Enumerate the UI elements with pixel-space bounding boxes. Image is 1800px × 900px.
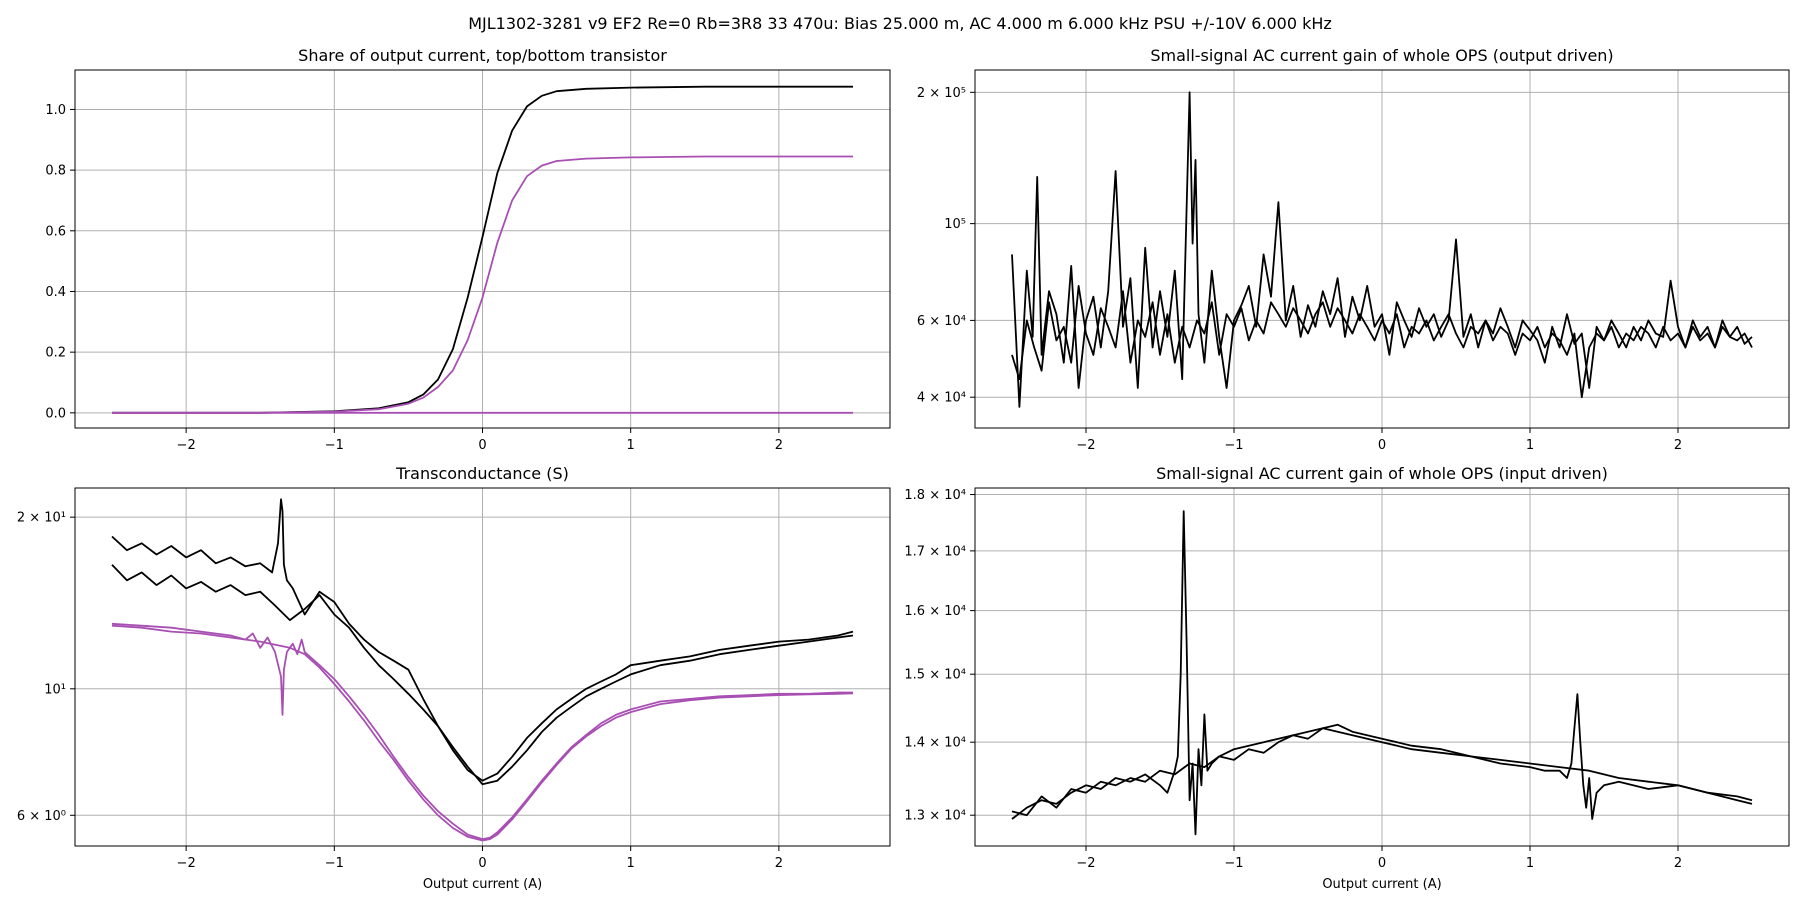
x-axis-label: Output current (A) xyxy=(423,877,542,892)
y-tick-label: 0.0 xyxy=(45,406,66,421)
y-tick-label: 6 × 10⁰ xyxy=(17,809,66,824)
y-tick-label: 1.8 × 10⁴ xyxy=(904,488,966,503)
y-tick-label: 1.4 × 10⁴ xyxy=(904,736,966,751)
x-tick-label: −2 xyxy=(1076,856,1095,871)
series-line xyxy=(1011,284,1753,399)
x-tick-label: −2 xyxy=(1076,438,1095,453)
panel-title: Transconductance (S) xyxy=(395,464,569,483)
series-line xyxy=(1011,723,1753,817)
x-axis-label: Output current (A) xyxy=(1322,877,1441,892)
x-tick-label: 0 xyxy=(478,856,486,871)
y-tick-label: 6 × 10⁴ xyxy=(917,314,966,329)
x-tick-label: 1 xyxy=(627,856,635,871)
x-tick-label: 0 xyxy=(478,438,486,453)
y-tick-label: 0.2 xyxy=(45,346,66,361)
figure-suptitle: MJL1302-3281 v9 EF2 Re=0 Rb=3R8 33 470u:… xyxy=(468,14,1332,33)
x-tick-label: −2 xyxy=(177,438,196,453)
series-line xyxy=(111,564,854,786)
x-tick-label: −1 xyxy=(1224,856,1243,871)
panel-title: Share of output current, top/bottom tran… xyxy=(298,46,667,65)
y-tick-label: 2 × 10⁵ xyxy=(917,86,966,101)
y-tick-label: 1.7 × 10⁴ xyxy=(904,544,966,559)
y-tick-label: 1.0 xyxy=(45,103,66,118)
x-tick-label: 2 xyxy=(1674,438,1682,453)
y-tick-label: 0.6 xyxy=(45,224,66,239)
x-tick-label: 0 xyxy=(1378,438,1386,453)
series-line xyxy=(111,622,853,840)
x-tick-label: 1 xyxy=(1526,856,1534,871)
y-tick-label: 1.3 × 10⁴ xyxy=(904,809,966,824)
y-tick-label: 10⁵ xyxy=(944,217,966,232)
panel-title: Small-signal AC current gain of whole OP… xyxy=(1156,464,1608,483)
y-tick-label: 1.6 × 10⁴ xyxy=(904,604,966,619)
y-tick-label: 2 × 10¹ xyxy=(17,511,66,526)
y-tick-label: 4 × 10⁴ xyxy=(917,391,966,406)
series-line xyxy=(112,85,853,414)
x-tick-label: −1 xyxy=(325,438,344,453)
series-line xyxy=(111,498,854,782)
y-tick-label: 10¹ xyxy=(44,682,66,697)
x-tick-label: 2 xyxy=(775,438,783,453)
x-tick-label: 0 xyxy=(1378,856,1386,871)
series-line xyxy=(1011,91,1753,408)
x-tick-label: −2 xyxy=(177,856,196,871)
y-tick-label: 1.5 × 10⁴ xyxy=(904,668,966,683)
y-tick-label: 0.4 xyxy=(45,285,66,300)
series-line xyxy=(112,155,853,414)
x-tick-label: −1 xyxy=(1224,438,1243,453)
x-tick-label: 2 xyxy=(1674,856,1682,871)
x-tick-label: 2 xyxy=(775,856,783,871)
x-tick-label: −1 xyxy=(325,856,344,871)
x-tick-label: 1 xyxy=(1526,438,1534,453)
x-tick-label: 1 xyxy=(627,438,635,453)
panel-title: Small-signal AC current gain of whole OP… xyxy=(1150,46,1613,65)
y-tick-label: 0.8 xyxy=(45,164,66,179)
series-line xyxy=(111,624,854,842)
